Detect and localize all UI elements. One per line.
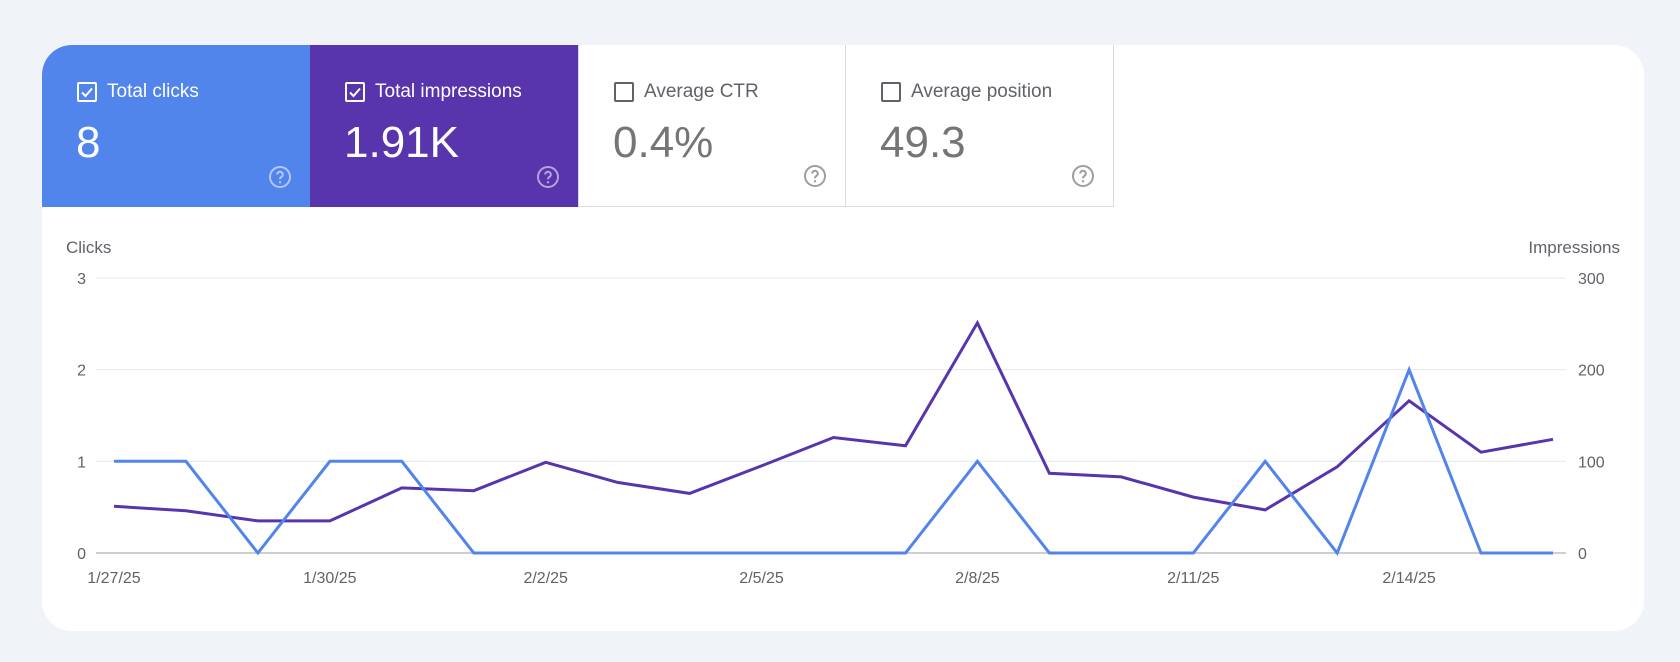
metric-value: 49.3 — [880, 118, 966, 167]
x-tick-label: 2/2/25 — [523, 570, 568, 587]
performance-chart: Clicks Impressions 0 1 2 3 0 100 200 300 1/27/2… — [42, 235, 1644, 615]
metric-label: Average position — [911, 81, 1053, 102]
series-line-clicks — [114, 365, 1553, 556]
help-icon[interactable] — [1071, 164, 1095, 188]
x-tick-label: 2/5/25 — [739, 570, 784, 587]
series-line-impressions — [113, 319, 1554, 523]
y-right-tick-label: 300 — [1578, 271, 1605, 288]
y-left-tick-label: 0 — [77, 546, 86, 563]
metric-value: 8 — [76, 118, 101, 167]
metric-average-ctr[interactable]: Average CTR 0.4% — [578, 45, 846, 207]
y-axis-left-label: Clicks — [66, 238, 111, 257]
series-lines — [113, 319, 1554, 556]
metric-value: 1.91K — [344, 118, 459, 167]
y-right-tick-label: 200 — [1578, 363, 1605, 380]
gridlines — [96, 277, 1566, 554]
performance-card: Total clicks 8 Total impressions 1.91K A… — [42, 45, 1644, 631]
x-tick-label: 1/30/25 — [303, 570, 356, 587]
y-left-tick-label: 1 — [77, 454, 86, 471]
metric-value: 0.4% — [613, 118, 714, 167]
x-tick-label: 2/14/25 — [1382, 570, 1435, 587]
metric-average-position[interactable]: Average position 49.3 — [846, 45, 1114, 207]
y-left-tick-label: 3 — [77, 271, 86, 288]
y-left-tick-label: 2 — [77, 363, 86, 380]
x-tick-label: 2/11/25 — [1167, 570, 1219, 587]
metric-total-clicks[interactable]: Total clicks 8 — [42, 45, 310, 207]
help-icon[interactable] — [803, 164, 827, 188]
help-icon[interactable] — [536, 165, 560, 189]
metric-label: Total clicks — [107, 81, 199, 102]
metric-total-impressions[interactable]: Total impressions 1.91K — [310, 45, 578, 207]
checkbox-checked-icon[interactable] — [345, 82, 365, 102]
y-right-tick-label: 0 — [1578, 546, 1587, 563]
y-right-tick-label: 100 — [1578, 454, 1605, 471]
y-axis-ticks: 0 1 2 3 0 100 200 300 — [77, 271, 1605, 563]
y-axis-right-label: Impressions — [1528, 238, 1620, 257]
help-icon[interactable] — [268, 165, 292, 189]
metric-tabs: Total clicks 8 Total impressions 1.91K A… — [42, 45, 1114, 207]
metric-label: Total impressions — [375, 81, 522, 102]
checkbox-unchecked-icon[interactable] — [881, 82, 901, 102]
x-tick-label: 2/8/25 — [955, 570, 1000, 587]
checkbox-unchecked-icon[interactable] — [614, 82, 634, 102]
checkbox-checked-icon[interactable] — [77, 82, 97, 102]
line-chart: Clicks Impressions 0 1 2 3 0 100 200 300 1/27/2… — [66, 238, 1620, 587]
metric-label: Average CTR — [644, 81, 759, 102]
x-tick-label: 1/27/25 — [87, 570, 140, 587]
x-axis-ticks: 1/27/25 1/30/25 2/2/25 2/5/25 2/8/25 2/11/25 2… — [87, 570, 1436, 587]
